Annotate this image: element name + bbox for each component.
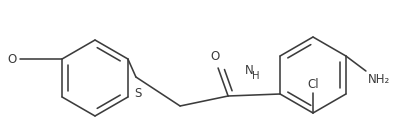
- Text: O: O: [210, 50, 219, 63]
- Text: O: O: [8, 53, 17, 65]
- Text: NH₂: NH₂: [367, 73, 389, 86]
- Text: H: H: [252, 71, 259, 81]
- Text: Cl: Cl: [307, 78, 318, 91]
- Text: N: N: [244, 64, 253, 77]
- Text: S: S: [134, 87, 141, 100]
